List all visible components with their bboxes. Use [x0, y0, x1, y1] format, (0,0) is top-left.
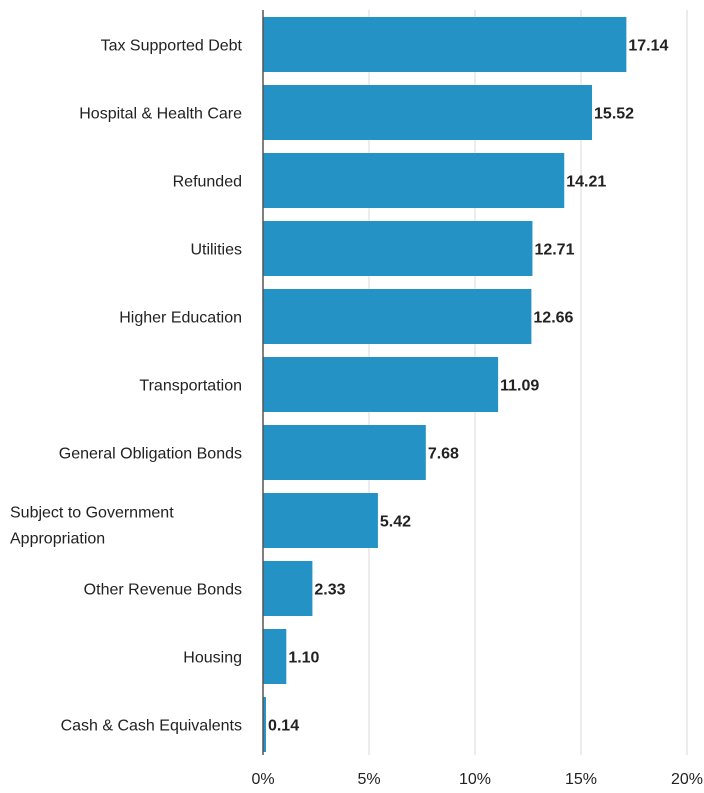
bar-value-label: 0.14 — [268, 718, 299, 735]
bar — [263, 85, 593, 140]
category-label: Housing — [183, 650, 242, 667]
bar — [263, 357, 499, 412]
bar-value-label: 12.71 — [534, 242, 574, 259]
bar-value-label: 1.10 — [288, 650, 319, 667]
x-tick-label: 20% — [671, 771, 703, 788]
bar — [263, 221, 533, 276]
category-label: Other Revenue Bonds — [84, 582, 242, 599]
bar — [263, 697, 266, 752]
category-label: Tax Supported Debt — [101, 38, 243, 55]
x-tick-label: 0% — [251, 771, 274, 788]
category-label: Refunded — [173, 174, 242, 191]
bar — [263, 153, 565, 208]
bar-value-label: 5.42 — [380, 514, 411, 531]
bar-value-label: 14.21 — [566, 174, 606, 191]
axis-layer: 0% 5% 10% 15% 20% — [251, 10, 703, 788]
label-layer: 17.14 Tax Supported Debt 15.52 Hospital & H… — [10, 38, 669, 735]
bar-layer — [263, 17, 627, 752]
x-tick-label: 10% — [459, 771, 491, 788]
bar-value-label: 2.33 — [314, 582, 345, 599]
bar-value-label: 15.52 — [594, 106, 634, 123]
x-tick-label: 5% — [357, 771, 380, 788]
bar — [263, 629, 287, 684]
x-tick-label: 15% — [565, 771, 597, 788]
bar — [263, 289, 532, 344]
category-label: Utilities — [190, 242, 242, 259]
category-label: Transportation — [139, 378, 242, 395]
bar — [263, 17, 627, 72]
category-label-line: Subject to Government — [10, 505, 174, 522]
bar — [263, 561, 313, 616]
bar — [263, 425, 426, 480]
category-label: Higher Education — [119, 310, 242, 327]
category-label: Cash & Cash Equivalents — [61, 718, 242, 735]
category-label: General Obligation Bonds — [59, 446, 242, 463]
bar — [263, 493, 378, 548]
bar-value-label: 11.09 — [500, 378, 539, 395]
bar-value-label: 17.14 — [628, 38, 668, 55]
category-label-line: Appropriation — [10, 531, 105, 548]
category-label: Hospital & Health Care — [79, 106, 242, 123]
bar-value-label: 12.66 — [533, 310, 573, 327]
bar-value-label: 7.68 — [428, 446, 459, 463]
